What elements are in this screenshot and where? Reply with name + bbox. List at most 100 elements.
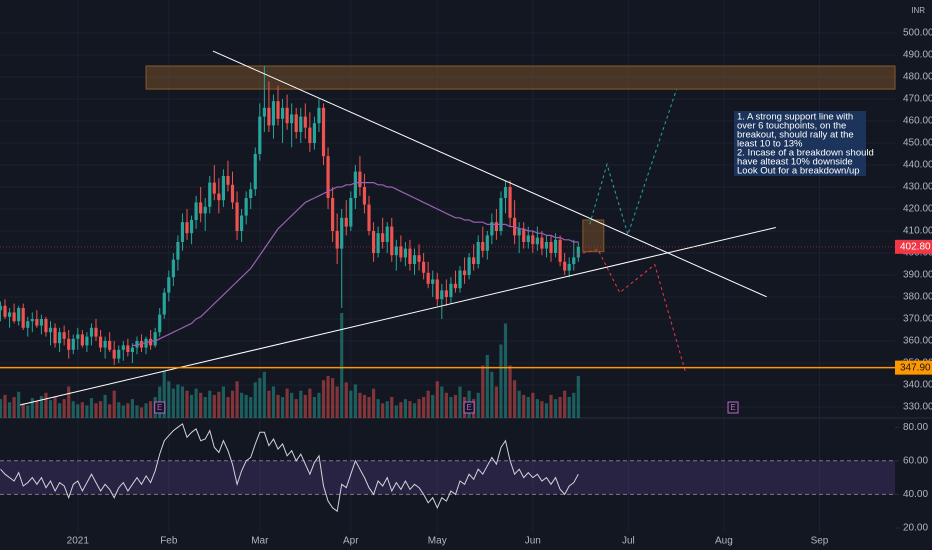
candle-body xyxy=(44,319,48,333)
volume-bar xyxy=(21,403,25,418)
rsi-line xyxy=(0,423,579,513)
x-tick-label: Apr xyxy=(343,536,359,547)
volume-bar xyxy=(240,392,244,418)
candle-body xyxy=(531,235,535,245)
event-label: E xyxy=(466,403,471,412)
volume-bar xyxy=(308,388,312,418)
volume-bar xyxy=(94,403,98,418)
y-tick-label: 450.00 xyxy=(903,138,932,149)
volume-bar xyxy=(499,344,503,418)
volume-bar xyxy=(212,394,216,418)
projection xyxy=(576,248,687,374)
candle-body xyxy=(567,264,571,271)
volume-bar xyxy=(185,390,189,418)
candle-body xyxy=(71,338,75,350)
volume-bar xyxy=(171,388,175,418)
volume-bar xyxy=(0,399,3,418)
candle-body xyxy=(39,319,43,326)
volume-bar xyxy=(567,397,571,418)
y-tick-label: 490.00 xyxy=(903,50,932,61)
candle-body xyxy=(76,334,80,339)
candle-body xyxy=(276,101,280,119)
rsi-band xyxy=(0,460,895,495)
volume-bar xyxy=(385,401,389,418)
volume-bar xyxy=(476,392,480,418)
candle-body xyxy=(67,338,71,350)
candle-body xyxy=(321,107,326,157)
candle-body xyxy=(540,237,544,249)
candle-body xyxy=(208,182,212,207)
candle-body xyxy=(303,116,307,128)
candle-body xyxy=(199,202,203,214)
volume-bar xyxy=(208,390,212,418)
volume-bar xyxy=(417,399,421,418)
candle-body xyxy=(171,259,175,278)
y-tick-label: 480.00 xyxy=(903,72,932,83)
candle-body xyxy=(17,308,21,322)
volume-bar xyxy=(180,386,185,418)
candle-body xyxy=(203,206,207,214)
candle-body xyxy=(435,279,439,300)
volume-bar xyxy=(30,398,34,418)
candle-body xyxy=(221,176,226,201)
volume-bar xyxy=(353,384,357,418)
candle-body xyxy=(121,345,125,350)
volume-bar xyxy=(253,382,257,418)
x-tick-label: Jun xyxy=(525,536,541,547)
candle-body xyxy=(472,257,476,264)
y-tick-label: 430.00 xyxy=(903,182,932,193)
candle-body xyxy=(517,228,521,236)
volume-bar xyxy=(299,390,303,418)
volume-bar xyxy=(108,404,112,418)
volume-bar xyxy=(544,403,549,418)
volume-bar xyxy=(130,399,134,418)
volume-bar xyxy=(312,397,317,418)
candle-body xyxy=(240,215,244,231)
candle-body xyxy=(481,242,485,251)
volume-bar xyxy=(381,403,385,418)
candle-body xyxy=(453,283,458,289)
candle-body xyxy=(362,187,367,205)
volume-bar xyxy=(80,402,84,418)
volume-bar xyxy=(7,402,12,418)
volume-bar xyxy=(67,386,71,418)
candle-body xyxy=(563,261,567,271)
candle-body xyxy=(258,116,262,154)
price-label-box xyxy=(895,360,932,375)
candle-body xyxy=(280,107,285,119)
candle-body xyxy=(490,222,494,236)
candle-body xyxy=(331,198,335,231)
candle-body xyxy=(112,349,116,359)
volume-bar xyxy=(340,313,344,418)
volume-bar xyxy=(522,394,526,418)
candle-body xyxy=(262,107,266,117)
volume-bar xyxy=(531,392,535,418)
candle-body xyxy=(503,187,508,198)
volume-bar xyxy=(135,405,139,418)
candle-body xyxy=(253,154,257,190)
volume-bar xyxy=(349,390,353,418)
volume-bar xyxy=(540,401,544,418)
volume-bar xyxy=(344,382,348,418)
moving-average xyxy=(132,182,579,346)
volume-bar xyxy=(194,388,198,418)
volume-bar xyxy=(258,378,262,418)
y-tick-label: 370.00 xyxy=(903,314,932,325)
volume-bar xyxy=(39,395,43,418)
candle-body xyxy=(235,202,239,231)
candle-body xyxy=(89,327,94,337)
volume-bar xyxy=(399,402,403,418)
candle-body xyxy=(85,336,89,346)
trendline xyxy=(19,226,776,406)
zone xyxy=(145,65,896,90)
volume-bar xyxy=(553,399,558,418)
volume-bar xyxy=(249,397,253,418)
volume-bar xyxy=(35,401,39,418)
volume-bar xyxy=(144,403,148,418)
volume-bar xyxy=(290,392,294,418)
candle-body xyxy=(26,321,30,328)
candle-body xyxy=(371,231,376,253)
volume-bar xyxy=(563,390,567,418)
volume-bar xyxy=(331,378,335,418)
volume-bar xyxy=(358,392,362,418)
